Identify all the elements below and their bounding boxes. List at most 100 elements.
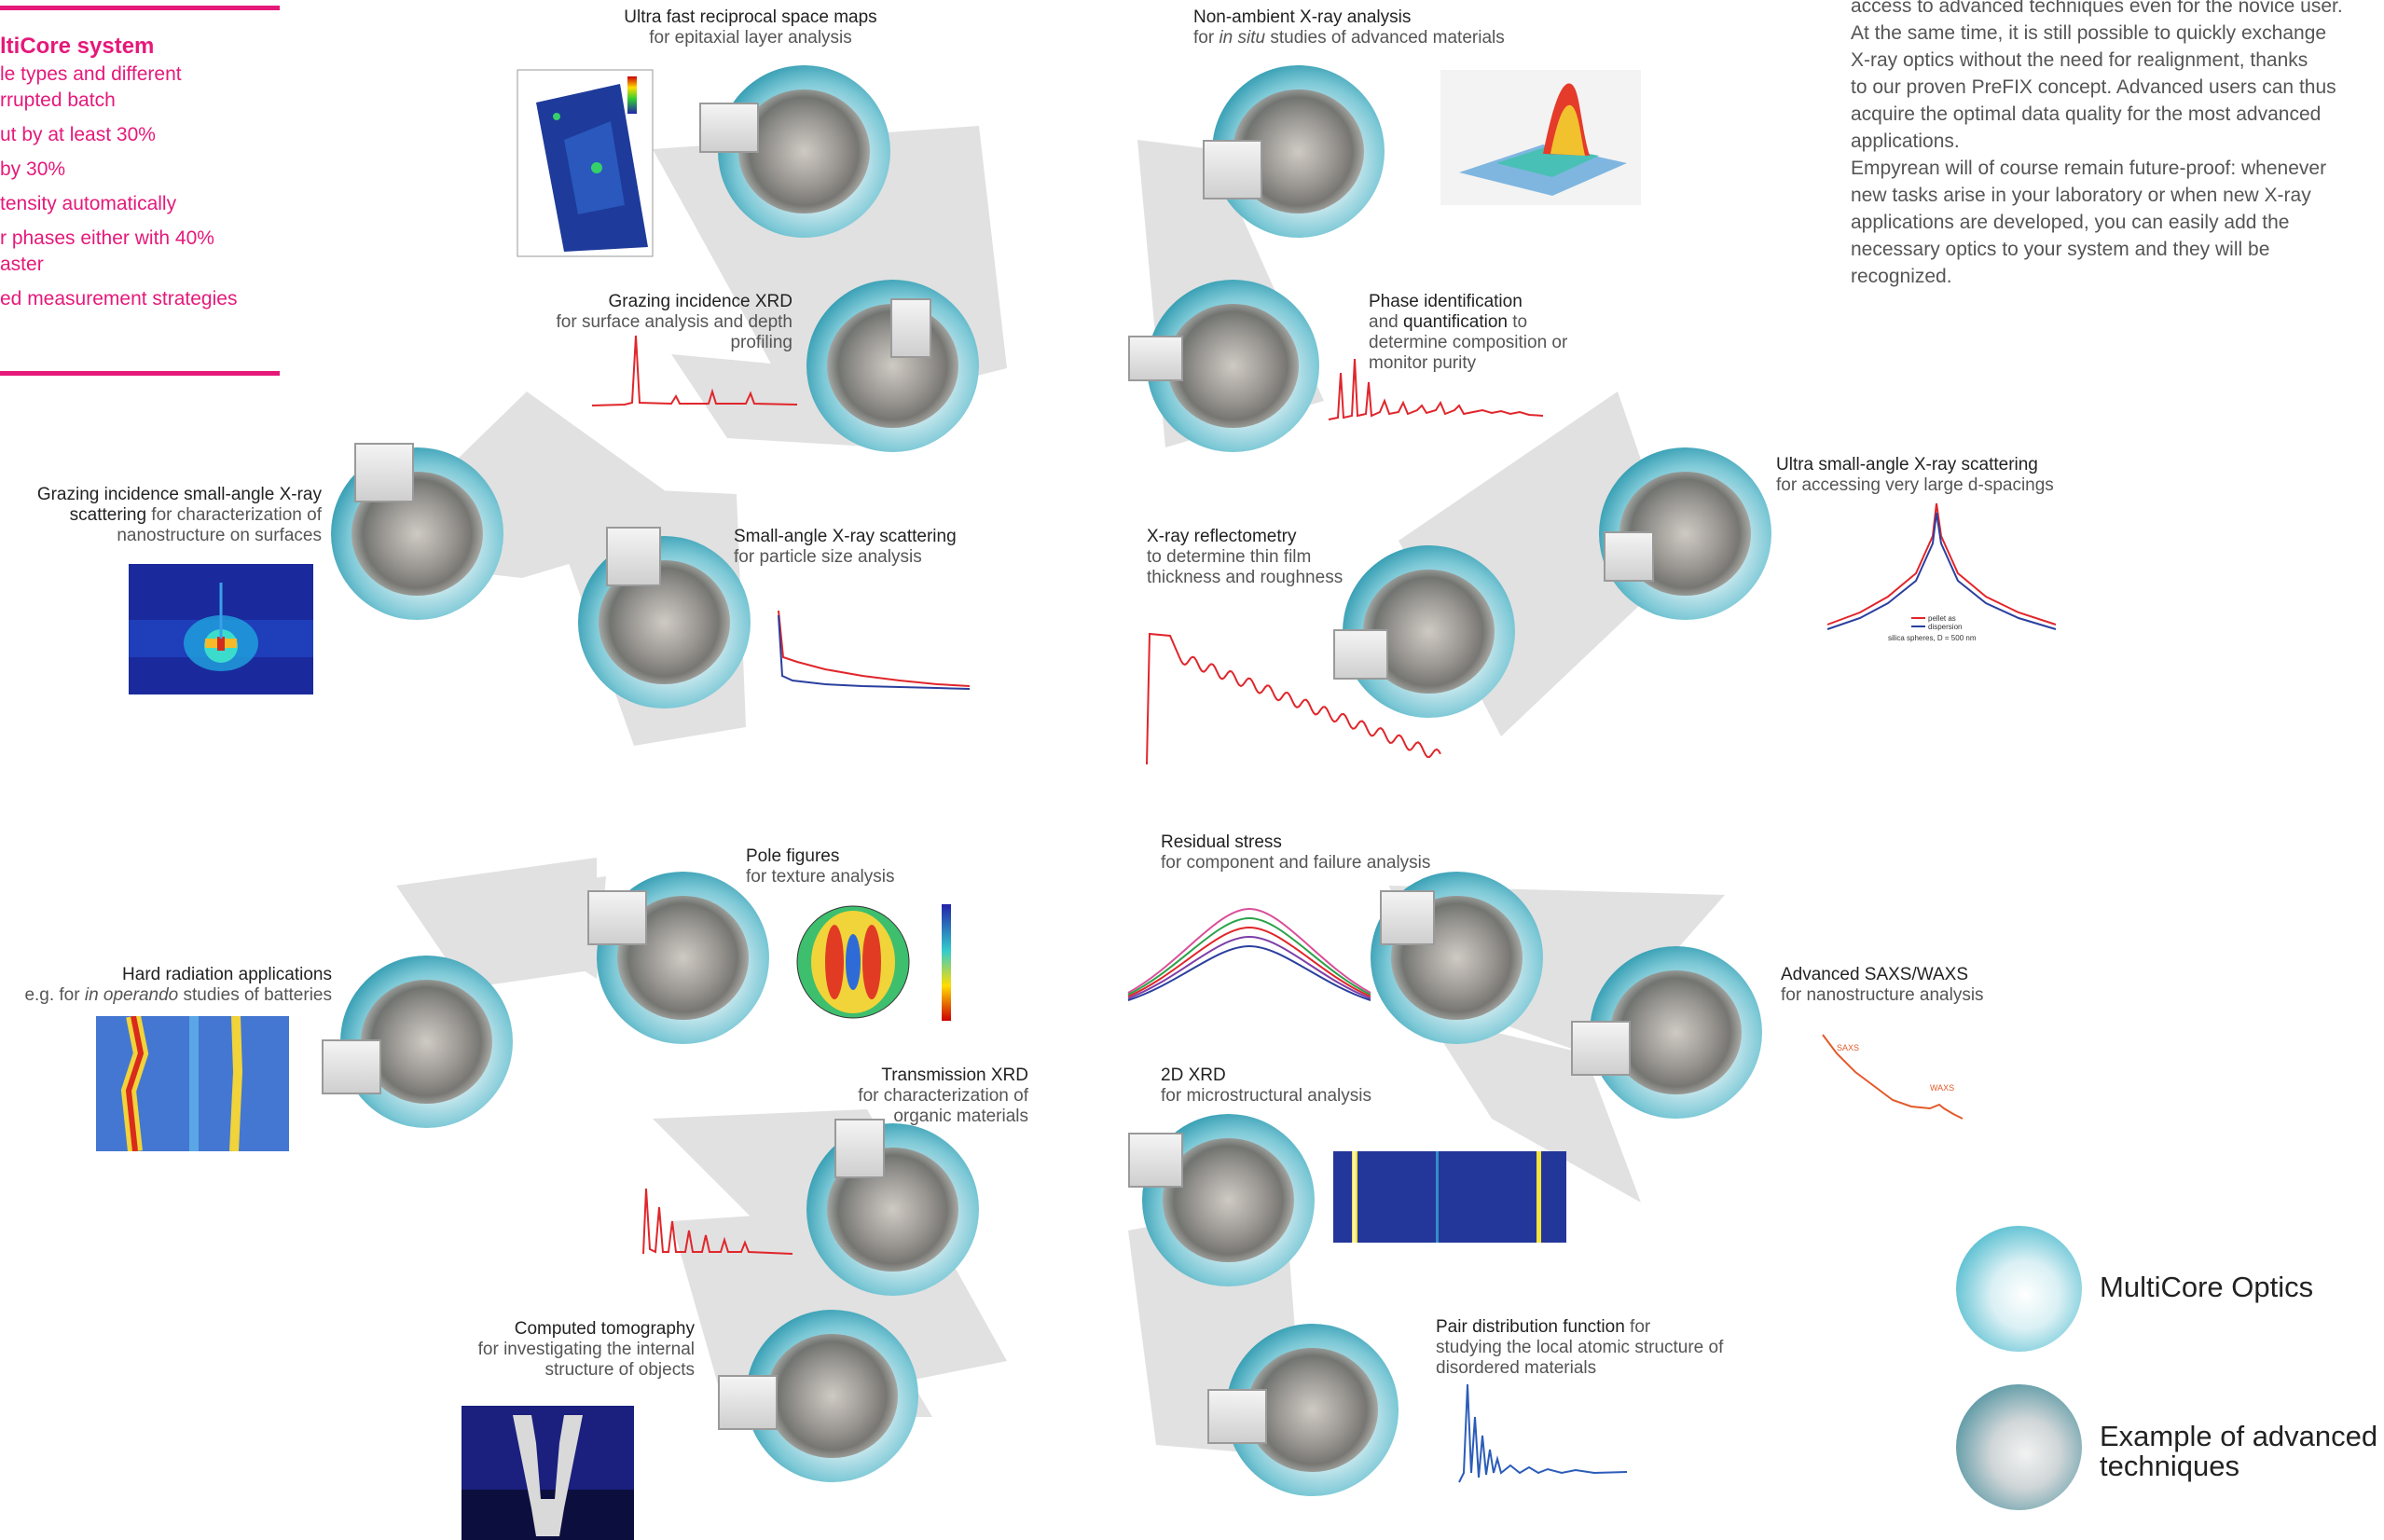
rsm-title: Ultra fast reciprocal space maps: [624, 7, 877, 27]
gixrd-desc-2: profiling: [730, 333, 792, 352]
label-xrr: X-ray reflectometry to determine thin fi…: [1147, 527, 1371, 588]
feature-item: aster: [0, 254, 44, 275]
nonambient-surface-thumb: [1440, 70, 1641, 205]
saxswaxs-title: Advanced SAXS/WAXS: [1781, 965, 1969, 984]
xrr-desc-2: thickness and roughness: [1147, 568, 1344, 587]
usaxs-trace-thumb: pellet as dispersion silica spheres, D =…: [1826, 502, 2057, 642]
nonambient-desc: for in situ studies of advanced material…: [1193, 28, 1585, 48]
usaxs-title: Ultra small-angle X-ray scattering: [1776, 455, 2038, 474]
top-pink-rule: [0, 6, 280, 10]
pdf-desc-1: for: [1624, 1317, 1651, 1337]
phase-trace-thumb: [1328, 358, 1544, 420]
features-list: ltiCore system le types and different rr…: [0, 34, 280, 321]
instrument-nonambient: [1203, 65, 1385, 238]
pole-figure-thumb: [796, 904, 951, 1021]
hard-desc-post: studies of batteries: [178, 985, 333, 1005]
phase-desc-3: monitor purity: [1369, 353, 1477, 373]
gixrd-title: Grazing incidence XRD: [608, 292, 792, 311]
label-saxs: Small-angle X-ray scattering for particl…: [734, 527, 1032, 568]
xrr-trace-thumb: [1146, 632, 1441, 765]
phase-title2: quantification: [1402, 312, 1508, 332]
feature-item: by 30%: [0, 158, 66, 180]
intro-line: to our proven PreFIX concept. Advanced u…: [1851, 76, 2336, 98]
label-saxswaxs: Advanced SAXS/WAXS for nanostructure ana…: [1781, 965, 2060, 1006]
label-usaxs: Ultra small-angle X-ray scattering for a…: [1776, 455, 2112, 496]
multicore-legend-label: MultiCore Optics: [2100, 1271, 2314, 1303]
nonambient-desc-em: in situ: [1219, 28, 1266, 48]
instrument-residual: [1371, 872, 1543, 1044]
gisaxs-image-thumb: [129, 564, 313, 694]
feature-item: le types and different: [0, 63, 182, 85]
saxs-tag: SAXS: [1837, 1043, 1859, 1052]
gixrd-desc-1: for surface analysis and depth: [556, 312, 793, 332]
saxswaxs-trace-thumb: SAXS WAXS: [1822, 1034, 1964, 1120]
residual-desc: for component and failure analysis: [1161, 853, 1431, 873]
instrument-usaxs: [1599, 447, 1771, 620]
intro-line: new tasks arise in your laboratory or wh…: [1851, 185, 2311, 206]
instrument-rsm: [699, 65, 890, 238]
advanced-legend-line-2: techniques: [2100, 1450, 2239, 1482]
gisaxs-desc-1: for characterization of: [146, 505, 322, 525]
sector-usaxs: [1399, 429, 1585, 606]
feature-item: tensity automatically: [0, 193, 177, 214]
instrument-gisaxs: [331, 443, 503, 620]
residual-title: Residual stress: [1161, 832, 1282, 852]
ct-desc-1: for investigating the internal: [477, 1340, 695, 1359]
feature-item: rrupted batch: [0, 89, 116, 111]
usaxs-legend-2: dispersion: [1928, 623, 1962, 631]
intro-line: acquire the optimal data quality for the…: [1851, 103, 2322, 125]
instrument-saxs: [578, 527, 751, 708]
instrument-saxswaxs: [1571, 946, 1762, 1119]
xrd2d-desc: for microstructural analysis: [1161, 1086, 1371, 1106]
pole-title: Pole figures: [746, 846, 840, 866]
label-rsm: Ultra fast reciprocal space maps for epi…: [597, 7, 904, 48]
nonambient-title: Non-ambient X-ray analysis: [1193, 7, 1412, 27]
intro-line: X-ray optics without the need for realig…: [1851, 49, 2308, 71]
rsm-desc: for epitaxial layer analysis: [649, 28, 852, 48]
xrr-title: X-ray reflectometry: [1147, 527, 1297, 546]
instrument-transmission: [806, 1119, 979, 1296]
ct-desc-2: structure of objects: [544, 1360, 695, 1380]
label-gisaxs: Grazing incidence small-angle X-ray scat…: [0, 485, 322, 546]
feature-item: r phases either with 40%: [0, 227, 214, 249]
ct-image-thumb: [462, 1406, 634, 1540]
hard-radiation-thumb: [96, 1016, 289, 1151]
nonambient-desc-post: studies of advanced materials: [1265, 28, 1505, 48]
intro-line: applications.: [1851, 131, 1960, 152]
xrd2d-title: 2D XRD: [1161, 1066, 1226, 1085]
label-hard: Hard radiation applications e.g. for in …: [0, 965, 332, 1006]
xrr-desc-1: to determine thin film: [1147, 547, 1312, 567]
gisaxs-title2: scattering: [69, 505, 147, 525]
label-transmission: Transmission XRD for characterization of…: [783, 1066, 1028, 1127]
instrument-gixrd: [806, 280, 979, 452]
hard-desc-em: in operando: [84, 985, 179, 1005]
residual-stress-thumb: [1127, 907, 1371, 1001]
features-title: ltiCore system: [0, 34, 155, 59]
rsm-map-thumb: [517, 69, 654, 257]
label-pole: Pole figures for texture analysis: [746, 846, 960, 887]
intro-line: applications are developed, you can easi…: [1851, 212, 2290, 233]
transmission-desc-2: organic materials: [893, 1107, 1028, 1126]
hard-desc: e.g. for in operando studies of batterie…: [0, 985, 332, 1006]
saxs-trace-thumb: [778, 610, 971, 690]
label-ct: Computed tomography for investigating th…: [410, 1319, 695, 1381]
intro-line: Empyrean will of course remain future-pr…: [1851, 158, 2327, 179]
feature-item: ed measurement strategies: [0, 288, 238, 309]
instrument-phase: [1128, 280, 1319, 452]
usaxs-desc: for accessing very large d-spacings: [1776, 475, 2054, 495]
transmission-trace-thumb: [642, 1188, 793, 1255]
intro-line: necessary optics to your system and they…: [1851, 239, 2270, 260]
intro-text: access to advanced techniques even for t…: [1851, 0, 2373, 290]
phase-title: Phase identification: [1369, 292, 1523, 311]
intro-line: access to advanced techniques even for t…: [1851, 0, 2343, 17]
pdf-desc-3: disordered materials: [1436, 1358, 1597, 1378]
advanced-legend-label: Example of advanced techniques: [2100, 1422, 2379, 1481]
label-residual: Residual stress for component and failur…: [1161, 832, 1478, 873]
intro-line: At the same time, it is still possible t…: [1851, 22, 2327, 44]
gixrd-trace-thumb: [591, 335, 798, 406]
phase-desc-2: determine composition or: [1369, 333, 1568, 352]
bottom-pink-rule: [0, 371, 280, 376]
label-nonambient: Non-ambient X-ray analysis for in situ s…: [1193, 7, 1585, 48]
instrument-2dxrd: [1128, 1114, 1315, 1286]
saxs-desc: for particle size analysis: [734, 547, 922, 567]
